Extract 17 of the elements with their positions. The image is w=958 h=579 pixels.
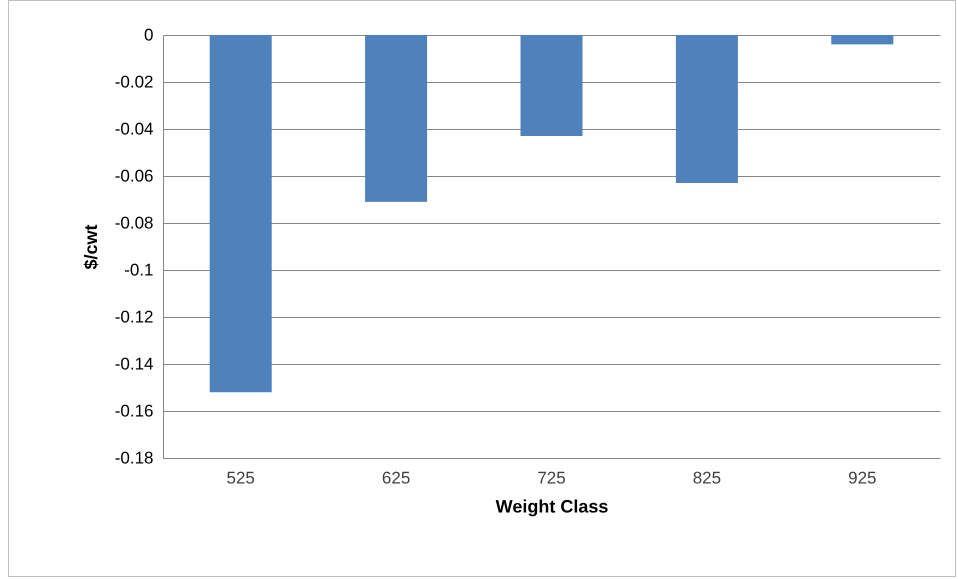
y-tick-label: -0.12 bbox=[114, 308, 154, 326]
y-tick-label: 0 bbox=[144, 26, 154, 44]
y-tick-label: -0.16 bbox=[114, 402, 154, 420]
y-tick-label: -0.1 bbox=[124, 260, 154, 280]
x-tick-label: 625 bbox=[382, 468, 410, 488]
y-tick-label: -0.18 bbox=[114, 448, 154, 468]
x-tick-label: 825 bbox=[692, 468, 722, 488]
x-tick-label: 925 bbox=[848, 468, 876, 488]
y-tick-label: -0.14 bbox=[114, 354, 154, 374]
y-tick-label: -0.08 bbox=[114, 214, 154, 232]
x-tick-label: 725 bbox=[537, 468, 566, 488]
y-axis-title: $/cwt bbox=[80, 224, 101, 270]
y-tick-label: -0.02 bbox=[114, 72, 154, 92]
x-axis-title: Weight Class bbox=[496, 496, 608, 516]
x-tick-label: 525 bbox=[226, 468, 255, 488]
y-tick-label: -0.06 bbox=[114, 166, 154, 186]
y-tick-label: -0.04 bbox=[114, 120, 154, 138]
